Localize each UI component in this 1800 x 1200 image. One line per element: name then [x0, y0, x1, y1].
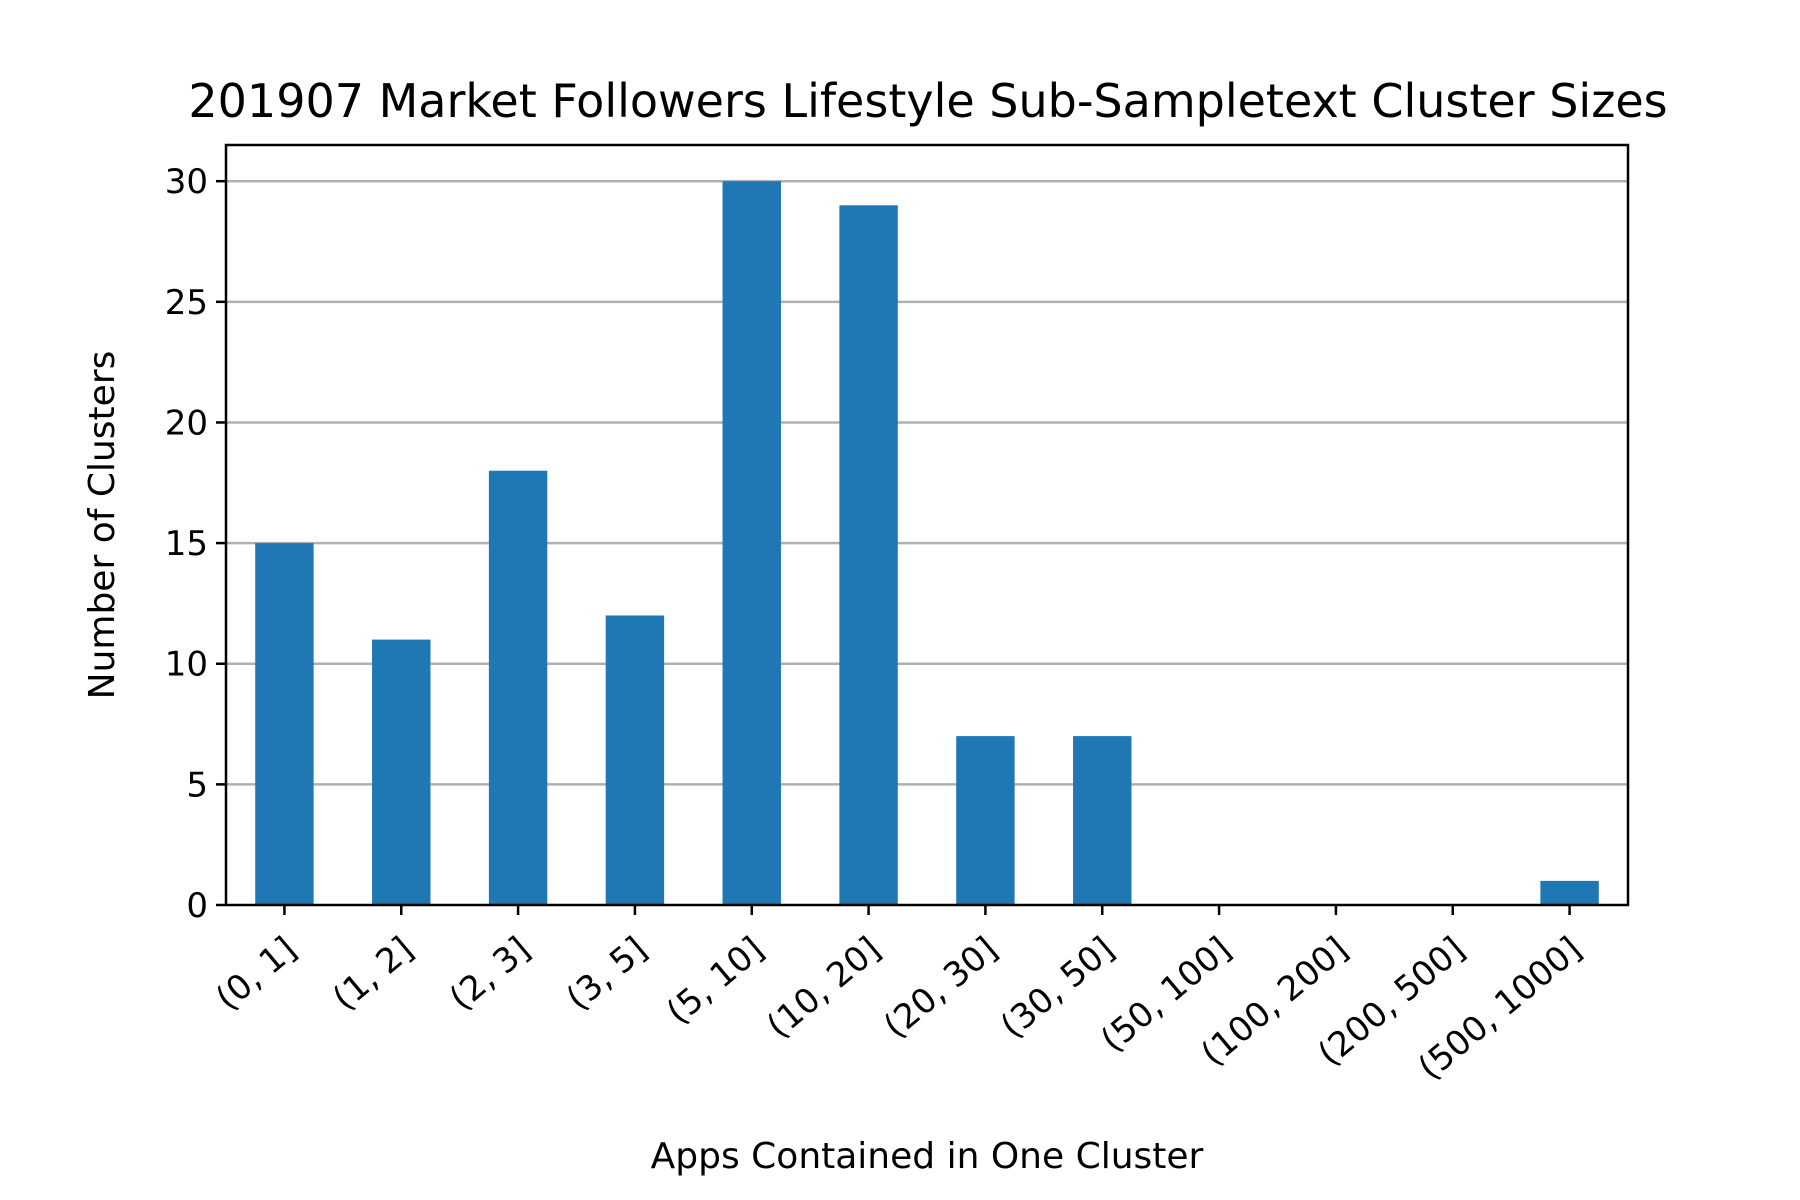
bar: [605, 615, 665, 905]
y-axis-label: Number of Clusters: [82, 351, 123, 700]
x-tick-label: (0, 1]: [208, 929, 304, 1018]
plot-area-frame: [224, 143, 1630, 907]
bar: [372, 639, 431, 905]
y-tick-label: 10: [165, 645, 208, 685]
bar: [488, 470, 548, 905]
y-axis-ticks: 0 5 10 15 20 25 30: [165, 162, 226, 926]
x-tick-label: (1, 2]: [325, 929, 421, 1018]
y-tick-label: 20: [165, 403, 208, 443]
y-tick-label: 0: [186, 886, 208, 926]
x-tick-label: (20, 30]: [876, 929, 1005, 1046]
grid: [226, 179, 1628, 786]
y-tick-label: 5: [186, 765, 208, 805]
bars: [255, 181, 1599, 906]
bar: [1073, 736, 1132, 905]
x-axis-label: Apps Contained in One Cluster: [651, 1136, 1204, 1177]
x-axis-ticks: (0, 1] (1, 2] (2, 3] (3, 5] (5, 10](10, 20](…: [208, 905, 1589, 1088]
x-tick-label: (2, 3]: [442, 929, 538, 1018]
bar: [839, 205, 898, 906]
y-tick-label: 15: [165, 524, 208, 564]
x-tick-label: (10, 20]: [759, 929, 888, 1046]
chart-title: 201907 Market Followers Lifestyle Sub-Sa…: [188, 74, 1667, 128]
bar: [956, 736, 1015, 905]
y-tick-label: 25: [165, 283, 208, 323]
bar: [1540, 880, 1599, 905]
y-tick-label: 30: [165, 162, 208, 202]
x-tick-label: (3, 5]: [559, 929, 655, 1018]
x-tick-label: (5, 10]: [659, 929, 771, 1032]
bar: [722, 181, 781, 905]
bar: [255, 543, 314, 905]
